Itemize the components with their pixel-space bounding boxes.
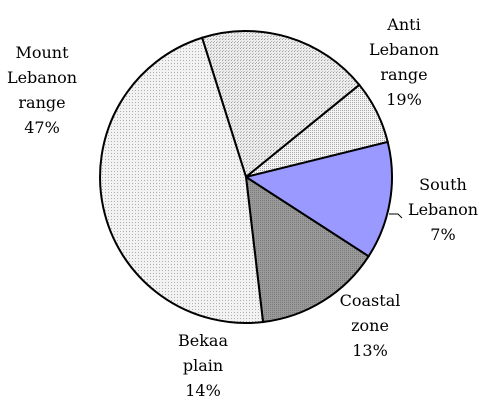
slice-label-bekaa-plain: Bekaa plain 14% [178,331,228,400]
slice-name-line: South [419,175,467,194]
slice-name-line: Lebanon [7,68,77,87]
pie-slice-anti-lebanon-range [200,30,361,179]
slice-name-line: range [380,65,427,84]
slice-label-coastal-zone: Coastal zone 13% [340,291,401,360]
slice-label-mount-lebanon-range: Mount Lebanon range 47% [7,43,77,137]
slice-value-anti-lebanon-range: 19% [386,90,422,109]
slice-value-coastal-zone: 13% [352,341,388,360]
slice-name-line: Lebanon [408,200,478,219]
slice-label-anti-lebanon-range: Anti Lebanon range 19% [369,15,439,109]
slice-name-line: Anti [386,15,420,34]
slice-name-line: zone [351,316,389,335]
slice-name-line: Mount [15,43,69,62]
slice-name-line: plain [183,356,223,375]
leader-line-south-lebanon [389,213,403,219]
pie-slice-coastal-zone [243,140,393,258]
slice-name-line: Coastal [340,291,401,310]
slice-value-south-lebanon: 7% [430,225,455,244]
pie-slice-bekaa-plain [244,175,370,324]
slice-label-south-lebanon: South Lebanon 7% [408,175,478,244]
slice-name-line: range [18,93,65,112]
slice-value-mount-lebanon-range: 47% [24,118,60,137]
pie-slice-mount-lebanon-range [99,36,265,324]
slice-value-bekaa-plain: 14% [185,381,221,400]
slice-name-line: Lebanon [369,40,439,59]
slice-name-line: Bekaa [178,331,228,350]
